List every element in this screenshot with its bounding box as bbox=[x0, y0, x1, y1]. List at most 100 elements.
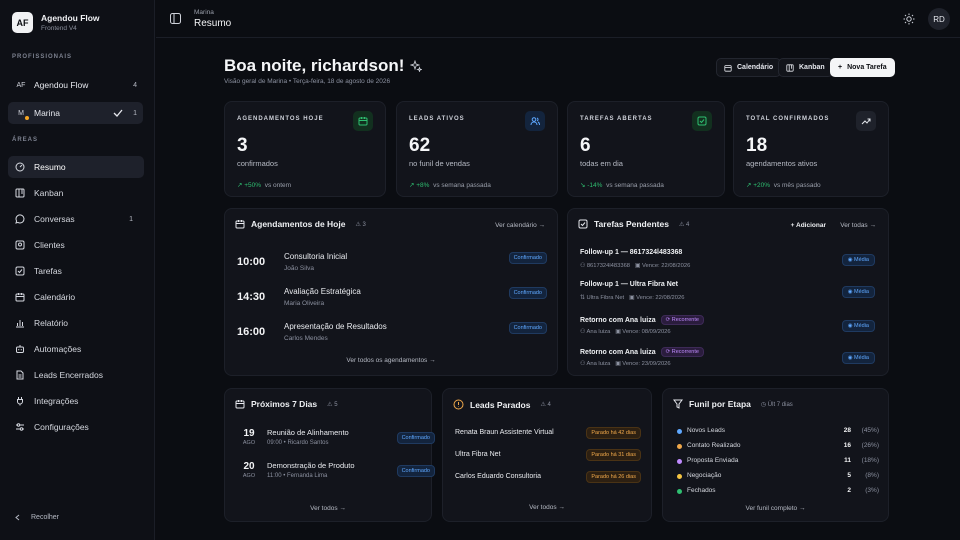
user-avatar[interactable]: RD bbox=[928, 8, 950, 30]
task-meta: ⚇ 8617324l483368 ▣ Vence: 22/08/2026 bbox=[580, 263, 691, 269]
plug-icon bbox=[17, 397, 23, 406]
stat-description: confirmados bbox=[237, 159, 278, 168]
theme-toggle-icon[interactable] bbox=[903, 13, 915, 25]
kanban-button[interactable]: Kanban bbox=[778, 58, 833, 77]
stat-value: 6 bbox=[580, 135, 591, 156]
next-days-count: ⚠ 5 bbox=[327, 401, 338, 408]
lead-name: Carlos Eduardo Consultoria bbox=[455, 473, 541, 480]
view-all-upcoming-link[interactable]: Ver todos → bbox=[310, 505, 346, 512]
sidebar-item-relatorio[interactable]: Relatório bbox=[8, 312, 144, 334]
stalled-leads-panel: Leads Parados ⚠ 4 Renata Braun Assistent… bbox=[442, 388, 652, 522]
calendar-button[interactable]: Calendário bbox=[716, 58, 782, 77]
stat-description: agendamentos ativos bbox=[746, 159, 818, 168]
priority-badge: ◉ Média bbox=[841, 286, 875, 298]
stat-card-agendamentos[interactable]: AGENDAMENTOS HOJE 3 confirmados ↗ +50% v… bbox=[224, 101, 386, 197]
view-all-tasks-link[interactable]: Ver todas → bbox=[840, 222, 876, 229]
collapse-button[interactable]: Recolher bbox=[14, 514, 59, 521]
upcoming-appointment[interactable]: 19 AGO Reunião de Alinhamento 09:00 • Ri… bbox=[237, 428, 435, 458]
priority-badge: ◉ Média bbox=[841, 320, 875, 332]
sidebar-toggle-icon[interactable] bbox=[170, 13, 181, 24]
add-task-button[interactable]: + Adicionar bbox=[790, 222, 826, 229]
sidebar-item-configuracoes[interactable]: Configurações bbox=[8, 416, 144, 438]
next-days-header: Próximos 7 Dias ⚠ 5 bbox=[235, 399, 338, 409]
stage-dot bbox=[677, 429, 682, 434]
chevron-left-icon bbox=[15, 514, 20, 521]
task-row[interactable]: Retorno com Ana luiza ⟳ Recorrente ⚇ Ana … bbox=[580, 347, 875, 377]
view-calendar-link[interactable]: Ver calendário → bbox=[495, 222, 545, 229]
view-all-appointments-link[interactable]: Ver todos os agendamentos → bbox=[346, 357, 436, 364]
task-row[interactable]: Follow-up 1 — 8617324l483368 ⚇ 8617324l4… bbox=[580, 249, 875, 279]
status-badge: Confirmado bbox=[508, 322, 547, 334]
appointment-meta: 09:00 • Ricardo Santos bbox=[267, 440, 329, 446]
stage-name: Contato Realizado bbox=[687, 442, 741, 449]
new-task-button[interactable]: + Nova Tarefa bbox=[830, 58, 895, 77]
stage-percent: (45%) bbox=[861, 427, 879, 434]
funnel-stage[interactable]: Novos Leads 28 (45%) bbox=[677, 426, 879, 438]
view-all-stalled-link[interactable]: Ver todos → bbox=[529, 504, 565, 511]
task-row[interactable]: Follow-up 1 — Ultra Fibra Net ⇅ Ultra Fi… bbox=[580, 281, 875, 311]
funnel-stage[interactable]: Contato Realizado 16 (26%) bbox=[677, 441, 879, 453]
brand-subtitle: Frontend V4 bbox=[41, 25, 77, 32]
appointment-row[interactable]: 10:00 Consultoria Inicial João Silva Con… bbox=[237, 249, 547, 279]
stat-card-tarefas[interactable]: TAREFAS ABERTAS 6 todas em dia ↘ -14% vs… bbox=[567, 101, 725, 197]
appointment-day: 19 bbox=[243, 428, 255, 439]
sidebar-item-kanban[interactable]: Kanban bbox=[8, 182, 144, 204]
appointment-title: Avaliação Estratégica bbox=[284, 287, 361, 296]
task-row[interactable]: Retorno com Ana luiza ⟳ Recorrente ⚇ Ana … bbox=[580, 315, 875, 345]
appointment-row[interactable]: 14:30 Avaliação Estratégica Maria Olivei… bbox=[237, 284, 547, 314]
stage-dot bbox=[677, 459, 682, 464]
sidebar-item-label: Leads Encerrados bbox=[34, 370, 103, 380]
task-meta: ⇅ Ultra Fibra Net ▣ Vence: 22/08/2026 bbox=[580, 295, 685, 301]
calendar-icon bbox=[15, 293, 25, 302]
professional-name: Agendou Flow bbox=[34, 80, 89, 90]
stalled-lead-row[interactable]: Ultra Fibra Net Parado há 31 dias bbox=[455, 449, 641, 463]
checkbox-icon bbox=[692, 111, 712, 131]
appointment-title: Apresentação de Resultados bbox=[284, 322, 387, 331]
sidebar-item-integracoes[interactable]: Integrações bbox=[8, 390, 144, 412]
professional-count: 1 bbox=[133, 109, 137, 117]
funnel-panel: Funil por Etapa ◷ Últ 7 dias Novos Leads… bbox=[662, 388, 889, 522]
stat-value: 18 bbox=[746, 135, 768, 156]
breadcrumb[interactable]: Marina bbox=[194, 9, 214, 16]
brand[interactable]: AF Agendou Flow Frontend V4 bbox=[12, 12, 100, 33]
stalled-badge: Parado há 26 dias bbox=[586, 471, 641, 483]
professional-name: Marina bbox=[34, 108, 60, 118]
stalled-lead-row[interactable]: Carlos Eduardo Consultoria Parado há 26 … bbox=[455, 471, 641, 485]
appointment-title: Reunião de Alinhamento bbox=[267, 428, 349, 437]
appointment-title: Demonstração de Produto bbox=[267, 461, 355, 470]
appointment-row[interactable]: 16:00 Apresentação de Resultados Carlos … bbox=[237, 319, 547, 349]
task-title: Retorno com Ana luiza ⟳ Recorrente bbox=[580, 315, 704, 325]
professional-agendou-flow[interactable]: AF Agendou Flow 4 bbox=[8, 74, 143, 96]
stat-card-confirmados[interactable]: TOTAL CONFIRMADOS 18 agendamentos ativos… bbox=[733, 101, 889, 197]
sidebar: AF Agendou Flow Frontend V4 PROFISSIONAI… bbox=[0, 0, 155, 540]
sidebar-item-resumo[interactable]: Resumo bbox=[8, 156, 144, 178]
stalled-lead-row[interactable]: Renata Braun Assistente Virtual Parado h… bbox=[455, 427, 641, 441]
tasks-panel: Tarefas Pendentes ⚠ 4 + Adicionar Ver to… bbox=[567, 208, 889, 376]
view-funnel-link[interactable]: Ver funil completo → bbox=[745, 505, 806, 512]
funnel-period[interactable]: ◷ Últ 7 dias bbox=[760, 401, 793, 408]
sliders-icon bbox=[16, 423, 24, 431]
stat-trend: ↗ +8% vs semana passada bbox=[409, 182, 491, 189]
sidebar-item-automacoes[interactable]: Automações bbox=[8, 338, 144, 360]
stat-card-leads[interactable]: LEADS ATIVOS 62 no funil de vendas ↗ +8%… bbox=[396, 101, 558, 197]
users-icon bbox=[525, 111, 545, 131]
sidebar-item-calendario[interactable]: Calendário bbox=[8, 286, 144, 308]
funnel-stage[interactable]: Negociação 5 (8%) bbox=[677, 471, 879, 483]
upcoming-appointment[interactable]: 20 AGO Demonstração de Produto 11:00 • F… bbox=[237, 461, 435, 491]
kanban-icon bbox=[15, 188, 25, 198]
sidebar-item-tarefas[interactable]: Tarefas bbox=[8, 260, 144, 282]
sidebar-item-clientes[interactable]: Clientes bbox=[8, 234, 144, 256]
stage-name: Proposta Enviada bbox=[687, 457, 739, 464]
funnel-title: Funil por Etapa bbox=[689, 399, 751, 409]
professional-marina[interactable]: M Marina 1 bbox=[8, 102, 143, 124]
calendar-icon bbox=[235, 220, 245, 229]
stage-name: Fechados bbox=[687, 487, 716, 494]
recurring-badge: ⟳ Recorrente bbox=[660, 347, 704, 357]
status-badge: Confirmado bbox=[508, 287, 547, 299]
filter-icon bbox=[673, 399, 683, 409]
stat-label: TOTAL CONFIRMADOS bbox=[746, 116, 830, 122]
funnel-stage[interactable]: Proposta Enviada 11 (18%) bbox=[677, 456, 879, 468]
sidebar-item-leads-encerrados[interactable]: Leads Encerrados bbox=[8, 364, 144, 386]
sidebar-item-conversas[interactable]: Conversas 1 bbox=[8, 208, 144, 230]
funnel-stage[interactable]: Fechados 2 (3%) bbox=[677, 486, 879, 498]
